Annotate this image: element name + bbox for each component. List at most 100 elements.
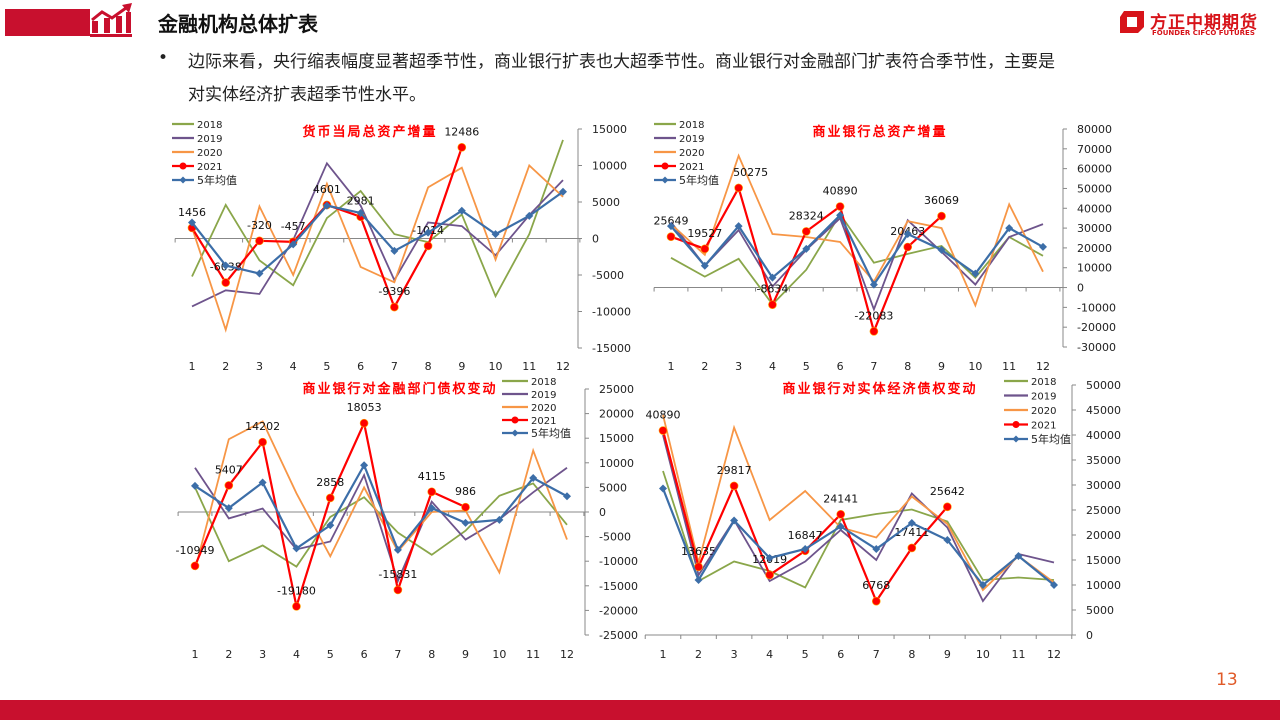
data-point-2021	[258, 437, 267, 447]
data-point-avg	[390, 246, 399, 255]
y-tick-label: 25000	[1086, 504, 1121, 517]
x-tick-label: 11	[526, 648, 540, 661]
data-point-avg	[802, 244, 811, 253]
y-tick-label: 50000	[1077, 182, 1112, 195]
y-tick-label: 40000	[1077, 202, 1112, 215]
data-label: 6768	[862, 579, 890, 592]
y-tick-label: 0	[1086, 629, 1093, 642]
x-tick-label: 3	[731, 648, 738, 661]
data-label: 4115	[418, 470, 446, 483]
data-label: 40890	[823, 185, 858, 198]
data-point-avg	[903, 230, 912, 239]
x-tick-label: 11	[1002, 360, 1016, 373]
data-point-avg	[356, 208, 365, 217]
y-tick-label: -10000	[1077, 301, 1116, 314]
data-point-avg	[258, 478, 267, 487]
x-tick-label: 4	[293, 648, 300, 661]
data-point-avg	[836, 211, 845, 220]
x-tick-label: 9	[462, 648, 469, 661]
data-point-2021	[393, 585, 403, 595]
series-line-2018	[662, 470, 1055, 589]
data-point-avg	[188, 218, 196, 227]
y-tick-label: 0	[599, 506, 606, 519]
legend-label-2021: 2021	[531, 416, 556, 427]
page-number: 13	[1216, 670, 1238, 690]
data-label: 36069	[924, 194, 959, 207]
y-tick-label: -5000	[592, 269, 624, 282]
legend-marker-2021	[511, 416, 519, 424]
y-tick-label: 10000	[1086, 579, 1121, 592]
data-point-2021	[836, 509, 846, 519]
chart-title: 货币当局总资产增量	[302, 124, 437, 140]
summary-text: 边际来看，央行缩表幅度显著超季节性，商业银行扩表也大超季节性。商业银行对金融部门…	[188, 52, 1055, 105]
legend-label-avg: 5年均值	[197, 173, 237, 187]
chart-3: -25000 -20000 -15000 -10000 -5000 0 5000 10000 1…	[176, 377, 638, 661]
data-point-2021	[390, 302, 399, 312]
data-point-avg	[1005, 224, 1014, 233]
data-point-avg	[1050, 581, 1058, 589]
series-line-2018	[194, 482, 568, 568]
data-point-avg	[836, 522, 845, 531]
data-point-avg	[292, 544, 301, 553]
data-label: 29817	[717, 464, 752, 477]
data-point-avg	[907, 519, 916, 527]
legend-label-2018: 2018	[679, 120, 704, 131]
data-point-2021	[359, 418, 369, 428]
legend-marker-2021	[1012, 421, 1020, 428]
data-point-2021	[221, 278, 231, 287]
x-tick-label: 6	[837, 360, 844, 373]
data-point-2021	[224, 481, 234, 490]
x-tick-label: 10	[976, 648, 990, 661]
legend-label-2021: 2021	[679, 162, 704, 173]
series-line-avg	[661, 488, 1055, 587]
data-point-2021	[427, 487, 437, 497]
data-point-2021	[190, 561, 200, 571]
x-tick-label: 4	[766, 648, 773, 661]
data-label: -22083	[854, 309, 893, 322]
data-point-2021	[835, 202, 845, 211]
x-tick-label: 12	[1047, 648, 1061, 661]
data-point-2021	[869, 327, 879, 336]
y-tick-label: -15000	[599, 580, 638, 593]
y-tick-label: -25000	[599, 629, 638, 642]
legend-label-2021: 2021	[197, 162, 222, 173]
y-tick-label: 10000	[599, 457, 634, 470]
data-point-avg	[191, 481, 199, 490]
data-point-avg	[461, 518, 470, 527]
y-tick-label: 60000	[1077, 163, 1112, 176]
data-label: -9396	[378, 285, 410, 298]
y-tick-label: 40000	[1086, 429, 1121, 442]
data-point-avg	[659, 484, 667, 493]
data-label: -8634	[756, 283, 788, 296]
data-label: 50275	[733, 166, 768, 179]
x-tick-label: 8	[428, 648, 435, 661]
data-point-avg	[667, 222, 675, 231]
data-label: 25649	[654, 215, 689, 228]
series-line-avg	[194, 462, 568, 553]
data-point-avg	[255, 269, 264, 278]
x-tick-label: 7	[394, 648, 401, 661]
data-point-2021	[768, 300, 777, 309]
data-point-2021	[457, 143, 467, 152]
founder-logo-icon	[1120, 11, 1144, 33]
y-tick-label: 20000	[599, 408, 634, 421]
y-tick-label: -10000	[599, 555, 638, 568]
y-tick-label: 50000	[1086, 379, 1121, 392]
legend-marker-avg	[661, 176, 669, 184]
y-tick-label: 70000	[1077, 143, 1112, 156]
data-point-avg	[495, 515, 504, 524]
data-point-avg	[801, 545, 810, 553]
data-label: 2858	[316, 476, 344, 489]
legend-marker-2021	[179, 162, 187, 170]
data-label: 25642	[930, 485, 965, 498]
y-tick-label: 35000	[1086, 454, 1121, 467]
series-line-avg	[670, 213, 1044, 287]
x-tick-label: 3	[259, 648, 266, 661]
legend-label-2020: 2020	[1031, 406, 1056, 417]
data-point-avg	[563, 492, 571, 501]
legend-label-2021: 2021	[1031, 421, 1056, 432]
chart-title: 商业银行总资产增量	[812, 124, 947, 140]
bullet-marker: •	[158, 48, 169, 68]
y-tick-label: 10000	[592, 160, 627, 173]
